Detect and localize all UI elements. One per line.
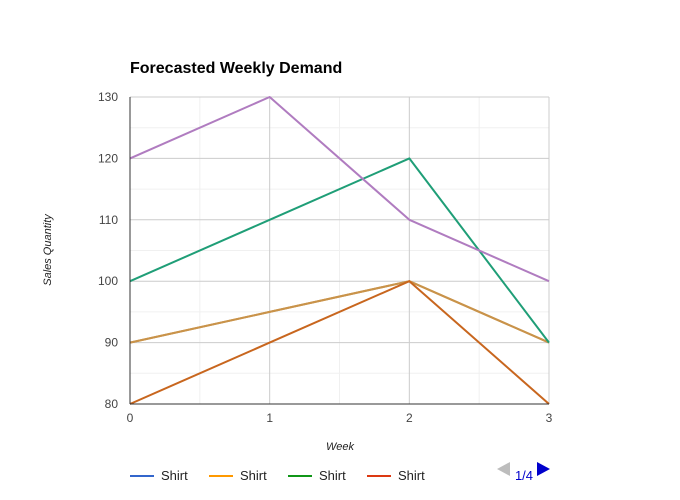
x-tick-label: 1 — [266, 411, 273, 425]
x-tick-label: 3 — [546, 411, 553, 425]
pager-next-icon[interactable] — [537, 462, 550, 476]
series-lines — [129, 96, 550, 405]
legend-pager: 1/4 — [497, 462, 550, 483]
x-tick-label: 0 — [127, 411, 134, 425]
series-line-1 — [129, 280, 550, 344]
y-tick-label: 110 — [99, 213, 118, 227]
series-line-4 — [129, 96, 550, 283]
chart-title: Forecasted Weekly Demand — [130, 60, 342, 77]
y-tick-label: 130 — [98, 90, 118, 104]
legend-label[interactable]: Shirt — [240, 468, 267, 483]
gridlines — [129, 96, 550, 405]
x-tick-label: 2 — [406, 411, 413, 425]
legend-label[interactable]: Shirt — [161, 468, 188, 483]
legend-label[interactable]: Shirt — [398, 468, 425, 483]
y-tick-label: 100 — [98, 274, 118, 288]
y-tick-label: 80 — [105, 397, 119, 411]
legend-label[interactable]: Shirt — [319, 468, 346, 483]
y-axis-label: Sales Quantity — [42, 213, 54, 286]
y-tick-label: 90 — [105, 336, 119, 350]
axes: 80 90 100 110 120 130 0 1 2 3 — [98, 90, 553, 425]
pager-text: 1/4 — [515, 468, 533, 483]
x-axis-label: Week — [326, 441, 354, 453]
legend: Shirt Shirt Shirt Shirt — [130, 468, 425, 483]
series-line-3 — [129, 280, 550, 405]
y-tick-label: 120 — [98, 151, 118, 165]
pager-prev-icon[interactable] — [497, 462, 510, 476]
